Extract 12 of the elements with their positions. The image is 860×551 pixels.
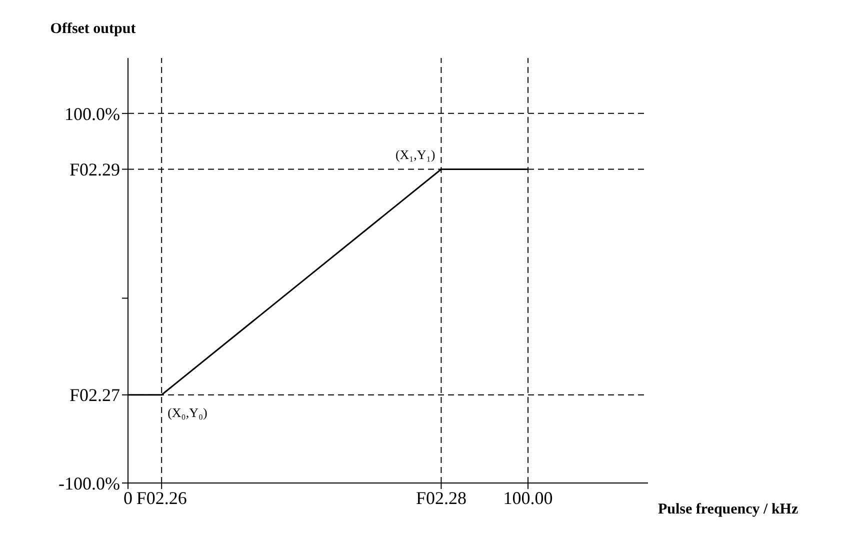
x-axis-title: Pulse frequency / kHz (658, 501, 798, 518)
annotation: (X₀,Y₀) (168, 404, 208, 420)
y-tick-label: 100.0% (64, 104, 120, 124)
y-axis-title: Offset output (50, 21, 136, 37)
x-tick-label: 100.00 (503, 488, 553, 508)
x-tick-label: F02.26 (136, 488, 187, 508)
y-tick-label: -100.0% (58, 473, 120, 494)
x-tick-label: F02.28 (416, 488, 466, 508)
x-tick-label: 0 (124, 488, 132, 508)
y-tick-label: F02.29 (69, 160, 120, 180)
annotation: (X₁,Y₁) (395, 147, 436, 162)
y-tick-label: F02.27 (69, 385, 120, 406)
